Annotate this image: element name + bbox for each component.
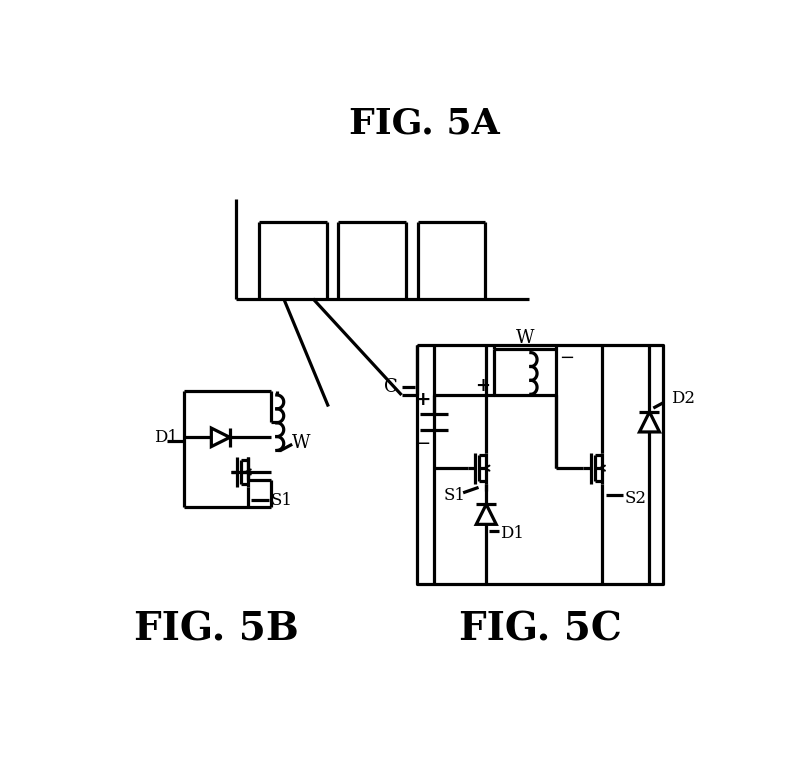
Polygon shape	[639, 412, 660, 432]
Text: S1: S1	[444, 487, 466, 503]
Text: FIG. 5C: FIG. 5C	[459, 611, 622, 649]
Text: S2: S2	[625, 491, 647, 507]
Text: D1: D1	[500, 525, 524, 542]
Text: +: +	[414, 391, 431, 410]
Text: W: W	[292, 434, 310, 452]
Text: FIG. 5A: FIG. 5A	[349, 106, 500, 140]
Text: D1: D1	[153, 428, 178, 446]
Polygon shape	[211, 428, 229, 447]
Text: −: −	[560, 349, 575, 367]
Text: −: −	[415, 435, 431, 453]
Polygon shape	[476, 504, 496, 525]
Text: S1: S1	[271, 492, 293, 509]
Text: C: C	[384, 378, 398, 397]
Text: FIG. 5B: FIG. 5B	[134, 611, 299, 649]
Text: +: +	[475, 377, 490, 394]
Text: D2: D2	[671, 391, 695, 407]
Text: W: W	[515, 329, 534, 347]
